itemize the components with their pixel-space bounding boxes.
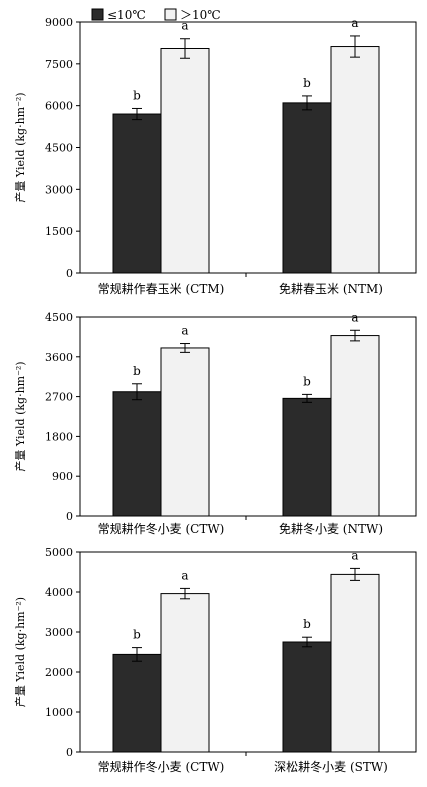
bar-1-1 [330, 46, 380, 274]
bar-1-0 [282, 641, 332, 753]
x-category-label: 免耕春玉米 (NTM) [279, 281, 383, 296]
y-tick-label: 2000 [45, 666, 73, 679]
bar-1-1 [330, 335, 380, 517]
chart-panel-2: 0 900 1800 2700 3600 4500 产量 Yield (kg·hm⁻²) b a… [13, 310, 417, 536]
y-tick-label: 7500 [45, 58, 73, 71]
y-tick-label: 4000 [45, 586, 73, 599]
x-category-label: 常规耕作冬小麦 (CTW) [98, 521, 225, 536]
significance-label-1-1: a [351, 16, 358, 30]
y-tick-label: 2700 [45, 391, 73, 404]
plot-frame [79, 551, 417, 753]
significance-label-0-0: b [133, 628, 141, 642]
y-axis-label: 产量 Yield (kg·hm⁻²) [13, 92, 27, 202]
significance-label-0-0: b [133, 364, 141, 378]
bar-0-1 [160, 347, 210, 517]
significance-label-1-0: b [303, 374, 311, 388]
x-category-label: 常规耕作冬小麦 (CTW) [98, 759, 225, 774]
y-axis-label: 产量 Yield (kg·hm⁻²) [13, 597, 27, 707]
y-tick-label: 3000 [45, 183, 73, 196]
y-tick-label: 9000 [45, 16, 73, 29]
y-tick-label: 1000 [45, 706, 73, 719]
plot-frame [79, 316, 417, 517]
y-tick-label: 5000 [45, 546, 73, 559]
bar-0-1 [160, 47, 210, 274]
y-tick-label: 3000 [45, 626, 73, 639]
y-tick-label: 0 [66, 267, 73, 280]
bar-1-0 [282, 397, 332, 517]
x-category-label: 常规耕作春玉米 (CTM) [98, 281, 225, 296]
legend-swatch-0 [91, 8, 104, 21]
y-tick-label: 900 [52, 470, 73, 483]
y-tick-label: 0 [66, 510, 73, 523]
y-tick-label: 4500 [45, 311, 73, 324]
y-tick-label: 6000 [45, 100, 73, 113]
bar-0-0 [112, 391, 162, 517]
significance-label-1-0: b [303, 617, 311, 631]
y-tick-label: 1500 [45, 225, 73, 238]
legend: ≤10℃ ＞10℃ [91, 8, 221, 22]
legend-label-1: ＞10℃ [180, 8, 221, 22]
significance-label-0-0: b [133, 88, 141, 102]
bar-0-0 [112, 113, 162, 274]
x-category-label: 深松耕冬小麦 (STW) [274, 759, 388, 774]
significance-label-1-1: a [351, 548, 358, 562]
chart-panel-3: 0 1000 2000 3000 4000 5000 产量 Yield (kg·hm⁻²) b… [13, 546, 417, 774]
bar-0-1 [160, 593, 210, 753]
x-category-label: 免耕冬小麦 (NTW) [279, 521, 383, 536]
chart-panel-1: 0 1500 3000 4500 6000 7500 9000 产量 Yield (kg·hm… [13, 16, 417, 296]
bar-1-1 [330, 573, 380, 753]
significance-label-1-0: b [303, 76, 311, 90]
significance-label-0-1: a [181, 324, 188, 338]
bar-0-0 [112, 653, 162, 753]
y-tick-label: 1800 [45, 430, 73, 443]
legend-label-0: ≤10℃ [107, 8, 146, 22]
significance-label-0-1: a [181, 19, 188, 33]
significance-label-0-1: a [181, 568, 188, 582]
y-axis-label: 产量 Yield (kg·hm⁻²) [13, 361, 27, 471]
significance-label-1-1: a [351, 310, 358, 324]
y-tick-label: 4500 [45, 142, 73, 155]
y-tick-label: 3600 [45, 351, 73, 364]
legend-swatch-1 [164, 8, 177, 21]
y-tick-label: 0 [66, 746, 73, 759]
bar-1-0 [282, 102, 332, 274]
